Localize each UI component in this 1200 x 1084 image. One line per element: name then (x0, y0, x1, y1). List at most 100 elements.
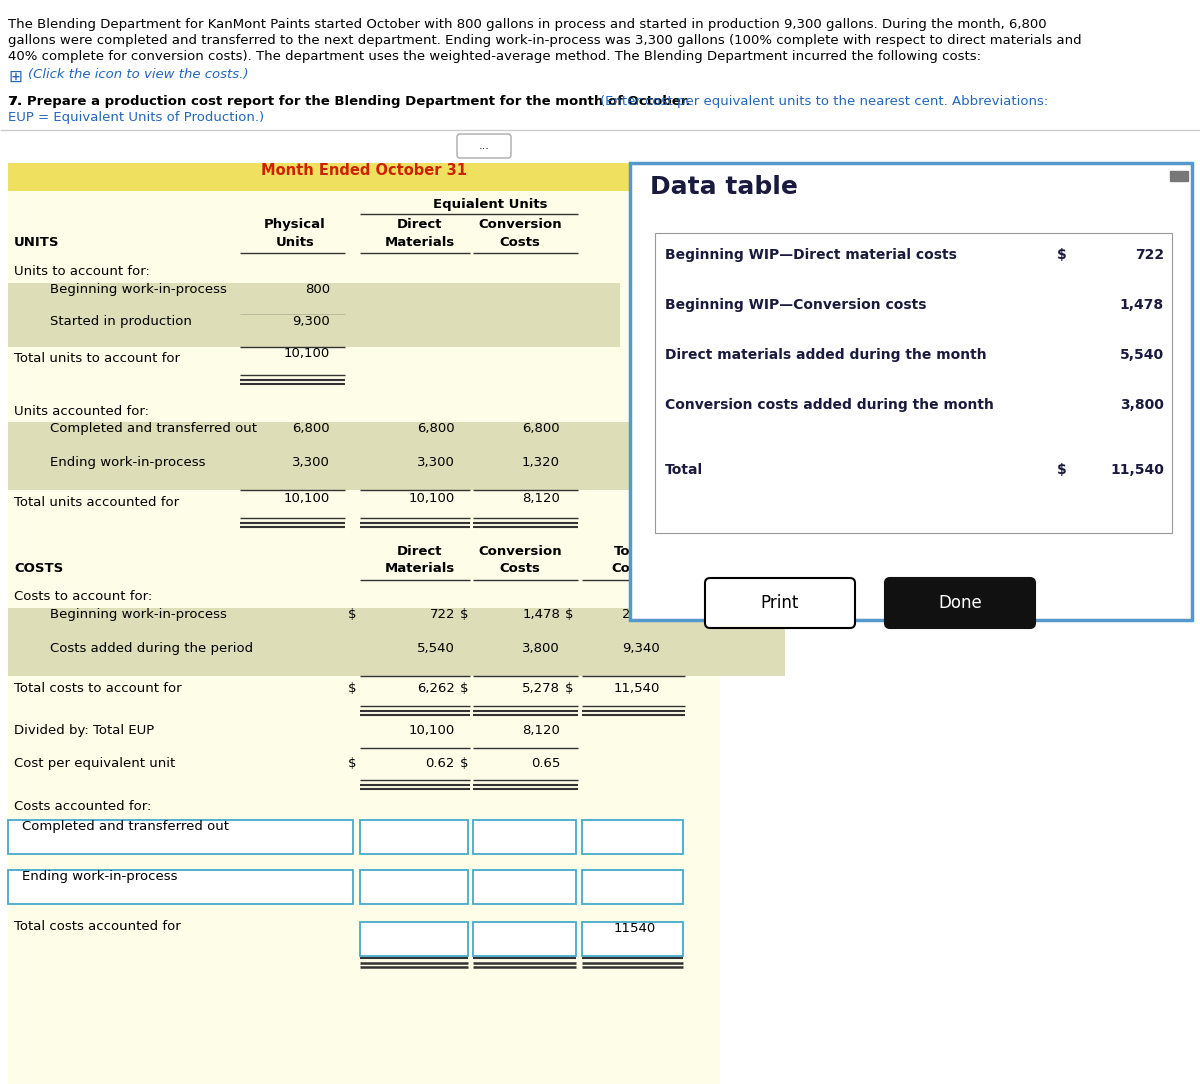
Text: Costs to account for:: Costs to account for: (14, 590, 152, 603)
Text: Costs: Costs (499, 236, 540, 249)
Text: $: $ (460, 682, 468, 695)
Text: 9,300: 9,300 (293, 315, 330, 328)
Text: 6,800: 6,800 (418, 422, 455, 435)
Bar (582, 922, 683, 956)
Bar (8, 283, 620, 315)
FancyBboxPatch shape (706, 578, 854, 628)
Text: 10,100: 10,100 (409, 492, 455, 505)
Text: EUP = Equivalent Units of Production.): EUP = Equivalent Units of Production.) (8, 111, 264, 124)
Text: Conversion costs added during the month: Conversion costs added during the month (665, 398, 994, 412)
Text: gallons were completed and transferred to the next department. Ending work-in-pr: gallons were completed and transferred t… (8, 34, 1081, 47)
Bar (473, 820, 576, 854)
Bar (582, 820, 683, 854)
Text: Total costs to account for: Total costs to account for (14, 682, 181, 695)
Text: The Blending Department for KanMont Paints started October with 800 gallons in p: The Blending Department for KanMont Pain… (8, 18, 1046, 31)
Text: $: $ (348, 682, 356, 695)
Text: $: $ (565, 682, 574, 695)
Text: 3,300: 3,300 (418, 456, 455, 469)
Text: $: $ (1057, 248, 1067, 262)
Bar (8, 608, 785, 642)
Bar (630, 163, 1192, 620)
Text: Costs accounted for:: Costs accounted for: (14, 800, 151, 813)
Text: 0.65: 0.65 (530, 757, 560, 770)
Text: Units accounted for:: Units accounted for: (14, 405, 149, 418)
Text: 722: 722 (430, 608, 455, 621)
Bar (8, 642, 785, 676)
Text: 7. Prepare a production cost report for the Blending Department for the month of: 7. Prepare a production cost report for … (8, 95, 691, 108)
Text: $: $ (460, 608, 468, 621)
Text: 6,262: 6,262 (418, 682, 455, 695)
Bar (655, 233, 1172, 533)
Text: Costs: Costs (499, 562, 540, 575)
Text: Beginning work-in-process: Beginning work-in-process (50, 283, 227, 296)
Text: 0.62: 0.62 (426, 757, 455, 770)
Bar (8, 422, 720, 456)
Text: COSTS: COSTS (14, 562, 64, 575)
Text: Direct: Direct (397, 545, 443, 558)
Text: ⊞: ⊞ (8, 68, 22, 86)
Text: 5,540: 5,540 (418, 642, 455, 655)
Text: 7.: 7. (8, 95, 23, 108)
Bar (473, 922, 576, 956)
Text: 3,300: 3,300 (292, 456, 330, 469)
Text: Equialent Units: Equialent Units (433, 198, 547, 211)
Text: 11,540: 11,540 (1110, 463, 1164, 477)
Text: 3,800: 3,800 (1120, 398, 1164, 412)
Text: Completed and transferred out: Completed and transferred out (50, 422, 257, 435)
Text: Conversion: Conversion (478, 545, 562, 558)
Text: 722: 722 (1135, 248, 1164, 262)
Text: Direct materials added during the month: Direct materials added during the month (665, 348, 986, 362)
Bar (8, 456, 720, 490)
Text: Conversion: Conversion (478, 218, 562, 231)
Text: $: $ (565, 608, 574, 621)
Text: Total units to account for: Total units to account for (14, 352, 180, 365)
Text: 8,120: 8,120 (522, 492, 560, 505)
Text: 6,800: 6,800 (522, 422, 560, 435)
Text: Total costs accounted for: Total costs accounted for (14, 920, 181, 933)
Text: Costs: Costs (612, 562, 653, 575)
Text: Month Ended October 31: Month Ended October 31 (262, 163, 467, 178)
Bar (360, 870, 468, 904)
Text: Costs added during the period: Costs added during the period (50, 642, 253, 655)
Text: (Enter cost per equivalent units to the nearest cent. Abbreviations:: (Enter cost per equivalent units to the … (600, 95, 1049, 108)
Text: 11,540: 11,540 (613, 682, 660, 695)
Text: 5,278: 5,278 (522, 682, 560, 695)
Text: Materials: Materials (385, 562, 455, 575)
Text: Materials: Materials (385, 236, 455, 249)
Text: Units to account for:: Units to account for: (14, 264, 150, 278)
Bar (473, 870, 576, 904)
Text: Done: Done (938, 594, 982, 612)
Text: 1,478: 1,478 (522, 608, 560, 621)
Text: 2,200: 2,200 (622, 608, 660, 621)
Text: 11540: 11540 (613, 922, 656, 935)
Bar (360, 820, 468, 854)
Text: Beginning work-in-process: Beginning work-in-process (50, 608, 227, 621)
Text: ...: ... (479, 141, 490, 151)
Bar (8, 820, 353, 854)
Text: Ending work-in-process: Ending work-in-process (22, 870, 178, 883)
Text: $: $ (460, 757, 468, 770)
Text: Divided by: Total EUP: Divided by: Total EUP (14, 724, 155, 737)
Text: $: $ (348, 757, 356, 770)
Text: 9,340: 9,340 (623, 642, 660, 655)
Text: (Click the icon to view the costs.): (Click the icon to view the costs.) (28, 68, 248, 81)
Text: Direct: Direct (397, 218, 443, 231)
Text: Units: Units (276, 236, 314, 249)
FancyBboxPatch shape (457, 134, 511, 158)
Text: 6,800: 6,800 (293, 422, 330, 435)
Text: 10,100: 10,100 (283, 492, 330, 505)
Text: 3,800: 3,800 (522, 642, 560, 655)
Text: Beginning WIP—Direct material costs: Beginning WIP—Direct material costs (665, 248, 956, 262)
Text: 10,100: 10,100 (409, 724, 455, 737)
Bar (1170, 171, 1188, 181)
Text: $: $ (1057, 463, 1067, 477)
FancyBboxPatch shape (886, 578, 1034, 628)
Bar (360, 922, 468, 956)
Text: Completed and transferred out: Completed and transferred out (22, 820, 229, 833)
Text: UNITS: UNITS (14, 236, 60, 249)
Bar (582, 870, 683, 904)
Text: Total units accounted for: Total units accounted for (14, 496, 179, 509)
Bar (8, 163, 720, 191)
Text: Ending work-in-process: Ending work-in-process (50, 456, 205, 469)
Text: 40% complete for conversion costs). The department uses the weighted-average met: 40% complete for conversion costs). The … (8, 50, 982, 63)
